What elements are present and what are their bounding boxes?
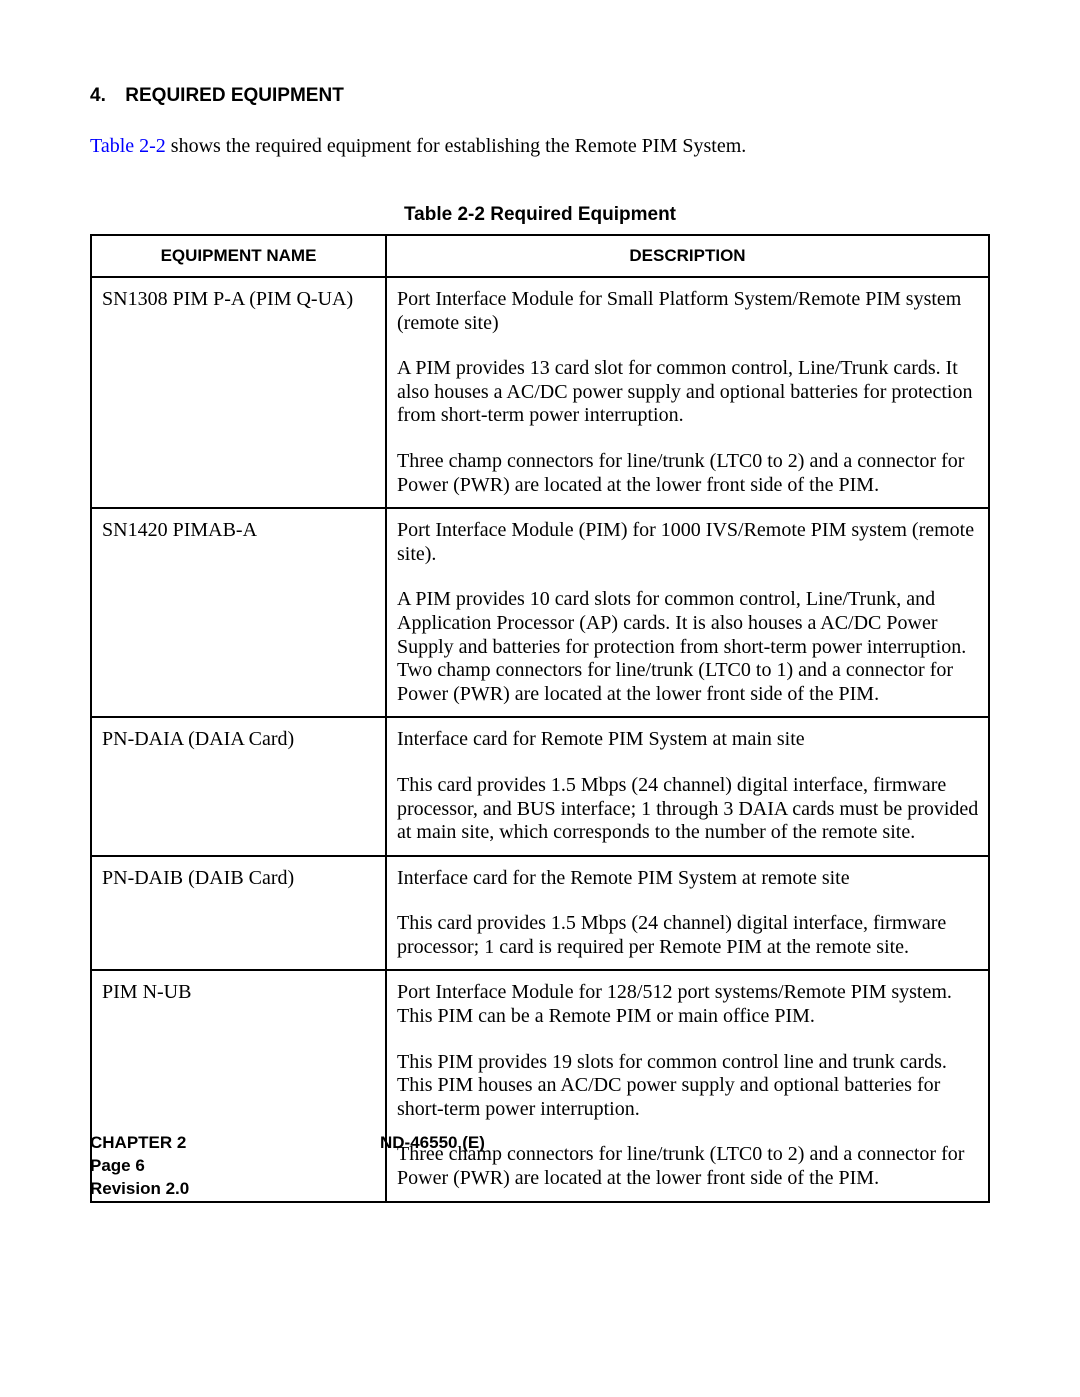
page-footer: CHAPTER 2 ND-46550 (E) Page 6 Revision 2…: [90, 1132, 990, 1201]
table-row: SN1420 PIMAB-A Port Interface Module (PI…: [91, 508, 989, 717]
desc-para: Three champ connectors for line/trunk (L…: [397, 450, 980, 497]
desc-para: Port Interface Module for Small Platform…: [397, 288, 980, 335]
col-header-name: EQUIPMENT NAME: [91, 235, 386, 277]
footer-revision: Revision 2.0: [90, 1178, 990, 1201]
desc-para: A PIM provides 10 card slots for common …: [397, 588, 980, 706]
table-reference-link[interactable]: Table 2-2: [90, 135, 166, 157]
equipment-desc: Interface card for Remote PIM System at …: [386, 717, 989, 855]
desc-para: This card provides 1.5 Mbps (24 channel)…: [397, 912, 980, 959]
intro-paragraph: Table 2-2 shows the required equipment f…: [90, 135, 990, 158]
equipment-desc: Port Interface Module for Small Platform…: [386, 277, 989, 508]
table-row: PN-DAIB (DAIB Card) Interface card for t…: [91, 856, 989, 971]
desc-para: Interface card for Remote PIM System at …: [397, 728, 980, 752]
equipment-name: SN1420 PIMAB-A: [91, 508, 386, 717]
desc-para: Interface card for the Remote PIM System…: [397, 867, 980, 891]
section-heading: 4. REQUIRED EQUIPMENT: [90, 85, 990, 107]
desc-para: Port Interface Module for 128/512 port s…: [397, 981, 980, 1028]
desc-para: A PIM provides 13 card slot for common c…: [397, 357, 980, 428]
footer-chapter: CHAPTER 2: [90, 1132, 990, 1155]
equipment-table: EQUIPMENT NAME DESCRIPTION SN1308 PIM P-…: [90, 234, 990, 1203]
page: 4. REQUIRED EQUIPMENT Table 2-2 shows th…: [0, 0, 1080, 1397]
equipment-desc: Interface card for the Remote PIM System…: [386, 856, 989, 971]
desc-para: Port Interface Module (PIM) for 1000 IVS…: [397, 519, 980, 566]
table-header-row: EQUIPMENT NAME DESCRIPTION: [91, 235, 989, 277]
desc-para: This PIM provides 19 slots for common co…: [397, 1051, 980, 1122]
equipment-name: PN-DAIA (DAIA Card): [91, 717, 386, 855]
footer-page: Page 6: [90, 1155, 990, 1178]
footer-doc-id: ND-46550 (E): [380, 1132, 485, 1155]
intro-text: shows the required equipment for establi…: [166, 135, 746, 157]
equipment-desc: Port Interface Module (PIM) for 1000 IVS…: [386, 508, 989, 717]
table-caption: Table 2-2 Required Equipment: [90, 204, 990, 226]
col-header-desc: DESCRIPTION: [386, 235, 989, 277]
equipment-name: PN-DAIB (DAIB Card): [91, 856, 386, 971]
table-row: SN1308 PIM P-A (PIM Q-UA) Port Interface…: [91, 277, 989, 508]
desc-para: This card provides 1.5 Mbps (24 channel)…: [397, 774, 980, 845]
table-row: PN-DAIA (DAIA Card) Interface card for R…: [91, 717, 989, 855]
equipment-name: SN1308 PIM P-A (PIM Q-UA): [91, 277, 386, 508]
section-title: REQUIRED EQUIPMENT: [125, 85, 344, 106]
section-number: 4.: [90, 85, 120, 107]
